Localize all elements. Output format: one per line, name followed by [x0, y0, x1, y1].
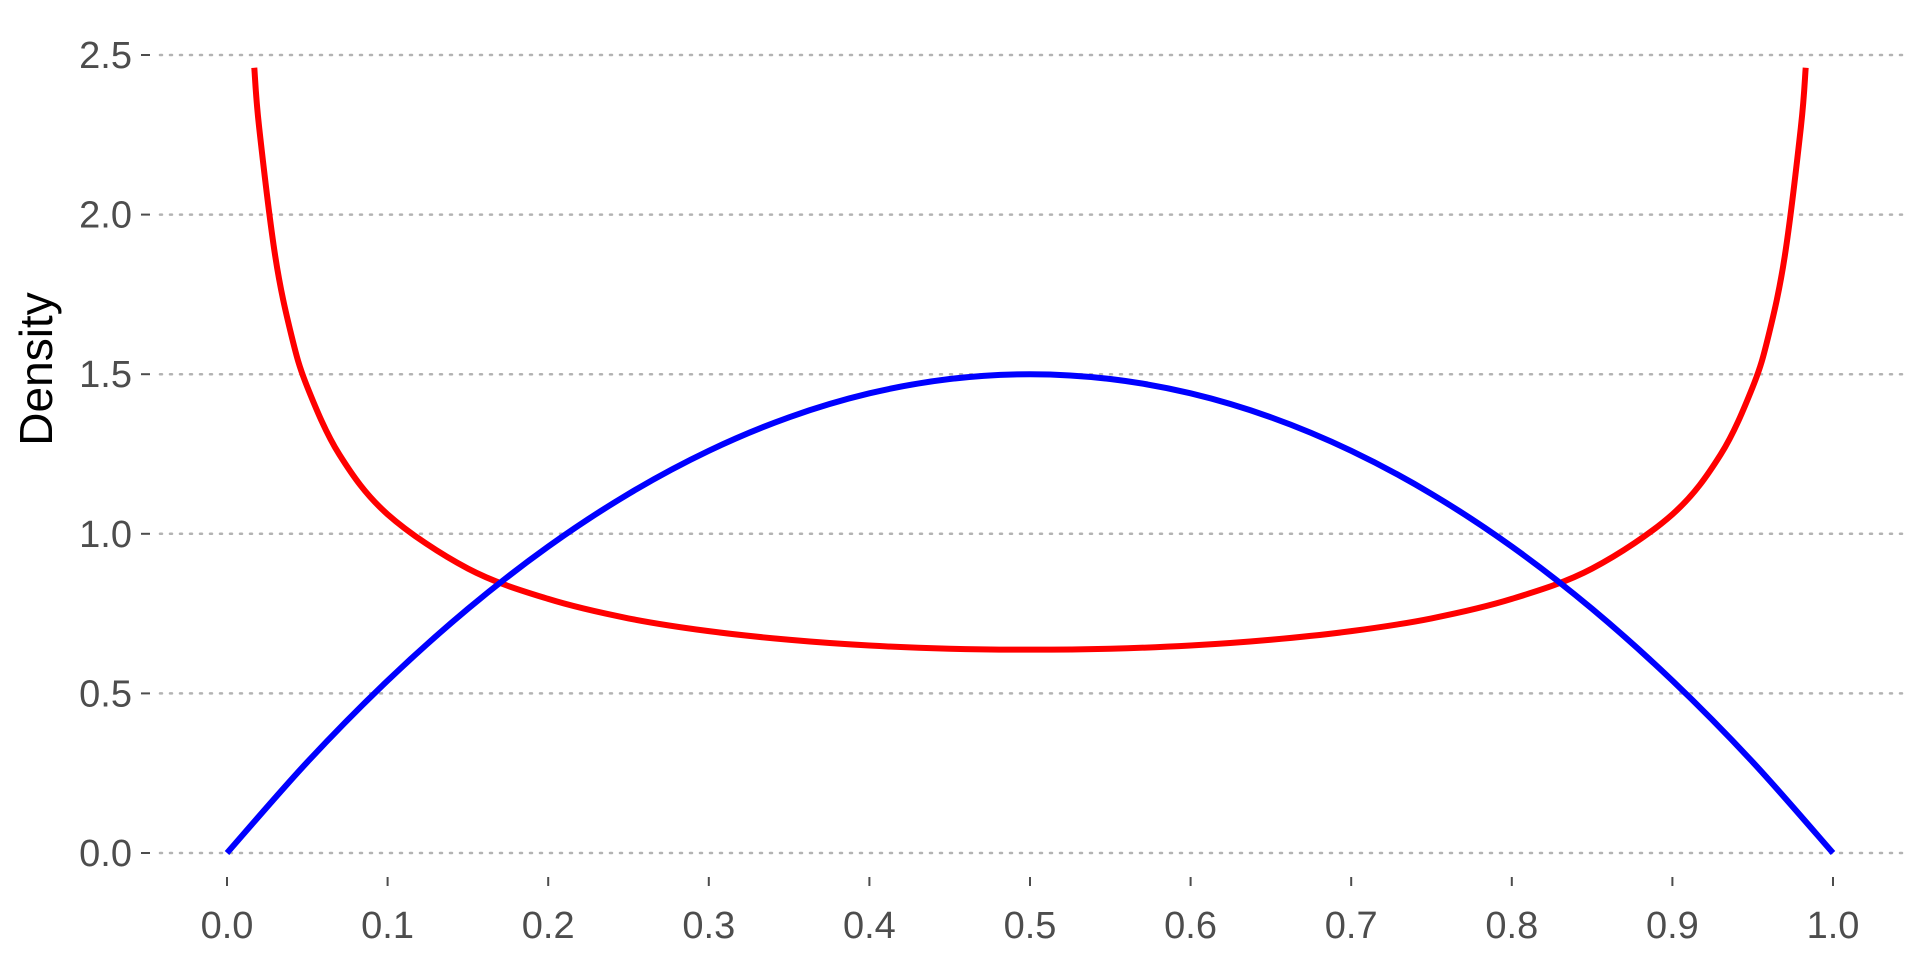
y-tick-label: 0.0 — [79, 833, 132, 875]
x-tick-label: 0.3 — [682, 905, 735, 947]
x-tick-label: 0.0 — [201, 905, 254, 947]
x-tick-label: 1.0 — [1807, 905, 1860, 947]
y-tick-label: 2.0 — [79, 195, 132, 237]
x-tick-label: 0.1 — [361, 905, 414, 947]
y-tick-label: 0.5 — [79, 673, 132, 715]
gridlines — [158, 53, 1912, 855]
y-tick-label: 1.0 — [79, 514, 132, 556]
series-line-2 — [224, 371, 1836, 855]
x-tick-label: 0.4 — [843, 905, 896, 947]
series-group — [224, 67, 1836, 855]
y-axis-title: Density — [10, 292, 62, 445]
x-tick-label: 0.7 — [1325, 905, 1378, 947]
y-tick-label: 2.5 — [79, 35, 132, 77]
x-tick-label: 0.2 — [522, 905, 575, 947]
x-tick-label: 0.6 — [1164, 905, 1217, 947]
x-tick-label: 0.8 — [1485, 905, 1538, 947]
y-axis: 0.0 0.5 1.0 1.5 2.0 2.5 — [79, 35, 150, 875]
x-tick-label: 0.5 — [1004, 905, 1057, 947]
y-tick-label: 1.5 — [79, 354, 132, 396]
x-tick-label: 0.9 — [1646, 905, 1699, 947]
x-axis: 0.0 0.1 0.2 0.3 0.4 0.5 0.6 0.7 0.8 0.9 1.0 — [201, 877, 1860, 947]
series-line-1 — [251, 67, 1809, 653]
